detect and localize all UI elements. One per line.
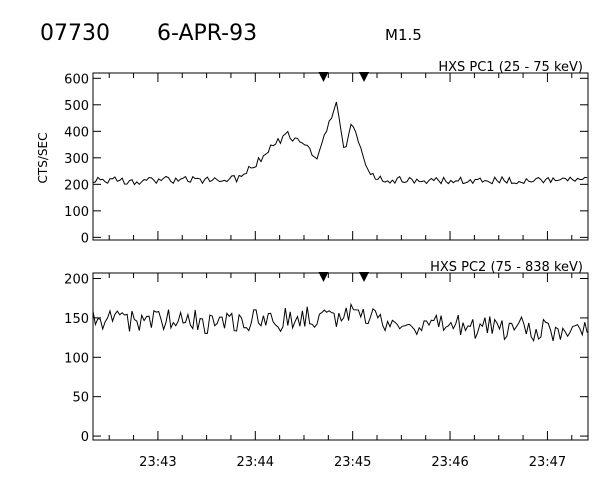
- pc2-interval-marker: [359, 272, 370, 282]
- pc2-title: HXS PC2 (75 - 838 keV): [430, 260, 583, 275]
- event-date: 6-APR-93: [157, 21, 257, 46]
- x-tick-label: 23:43: [139, 455, 176, 470]
- pc1-plot-frame: [92, 72, 589, 241]
- event-id: 07730: [40, 21, 110, 46]
- pc1-y-tick-label: 300: [64, 152, 89, 167]
- x-tick-label: 23:45: [334, 455, 371, 470]
- x-tick-label: 23:46: [431, 455, 468, 470]
- pc1-interval-marker: [318, 72, 329, 82]
- x-tick-label: 23:47: [529, 455, 566, 470]
- flare-class: M1.5: [385, 26, 422, 44]
- pc2-plot-frame: [92, 272, 589, 441]
- pc1-y-tick-label: 500: [64, 99, 89, 114]
- pc1-y-tick-label: 400: [64, 125, 89, 140]
- pc1-y-tick-label: 100: [64, 205, 89, 220]
- pc1-title: HXS PC1 (25 - 75 keV): [438, 60, 583, 75]
- pc2-y-tick-label: 150: [64, 312, 89, 327]
- pc2-y-tick-label: 200: [64, 273, 89, 288]
- pc1-y-tick-label: 0: [81, 231, 89, 246]
- pc2-y-tick-label: 0: [81, 430, 89, 445]
- pc2-y-tick-label: 50: [72, 391, 89, 406]
- pc2-interval-marker: [318, 272, 329, 282]
- x-tick-label: 23:44: [237, 455, 274, 470]
- pc1-count-rate-line: [92, 101, 588, 186]
- pc1-y-tick-label: 200: [64, 178, 89, 193]
- pc2-count-rate-line: [92, 302, 588, 343]
- pc1-interval-marker: [359, 72, 370, 82]
- pc1-panel: HXS PC1 (25 - 75 keV) CTS/SEC 0 100 200 300…: [36, 60, 589, 246]
- pc2-y-tick-label: 100: [64, 351, 89, 366]
- pc1-y-axis-label: CTS/SEC: [36, 133, 50, 184]
- pc2-panel: HXS PC2 (75 - 838 keV) 0 50 100 150 200 23:43…: [64, 260, 589, 470]
- pc1-y-tick-label: 600: [64, 72, 89, 87]
